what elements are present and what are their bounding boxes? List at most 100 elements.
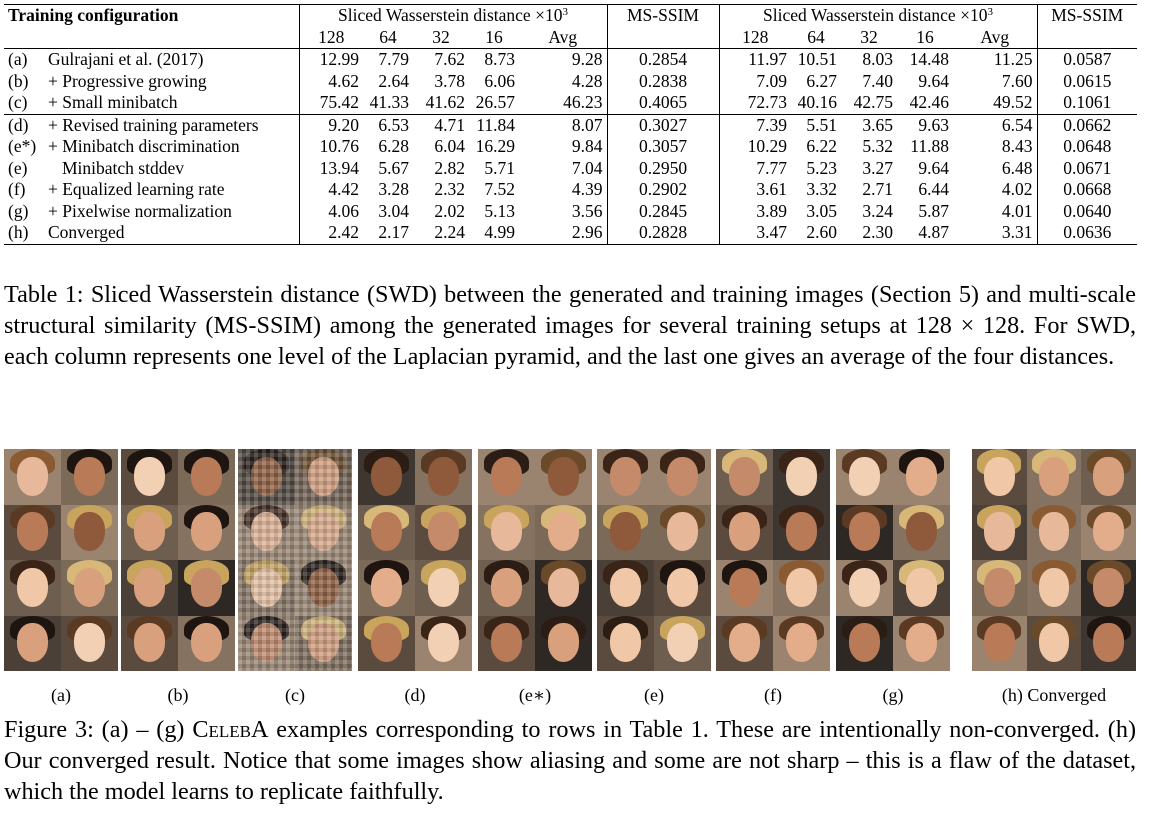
- face-head: [785, 512, 818, 552]
- face-head: [250, 623, 283, 663]
- value-cell: 6.28: [378, 136, 409, 156]
- value-cell: 72.73: [718, 92, 791, 115]
- value-cell: 46.23: [519, 92, 607, 115]
- config-name: + Progressive growing: [48, 70, 207, 91]
- face-head: [728, 567, 761, 607]
- value-cell: 7.77: [718, 157, 791, 179]
- value-cell: 7.04: [571, 157, 603, 178]
- value-cell: 8.07: [571, 114, 603, 135]
- value-cell: 6.27: [806, 70, 837, 91]
- value-cell: 9.84: [571, 136, 603, 156]
- face-sample-image: [295, 615, 352, 671]
- sample-grid-a: [4, 449, 118, 671]
- face-sample-image: [178, 615, 235, 671]
- msssim-header-2: MS-SSIM: [1036, 5, 1137, 27]
- config-cell: (d) + Revised training parameters: [4, 114, 299, 136]
- swd-header-2: Sliced Wasserstein distance ×103: [718, 5, 1037, 27]
- value-cell: 0.2950: [606, 157, 719, 179]
- sample-grid-g: [836, 449, 950, 671]
- value-cell: 3.56: [571, 200, 603, 221]
- value-cell: 3.28: [378, 179, 409, 199]
- value-cell: 4.99: [469, 222, 519, 245]
- value-cell: 14.48: [909, 49, 949, 69]
- value-cell: 0.3057: [606, 136, 719, 158]
- sample-grid-b: [121, 449, 235, 671]
- face-head: [190, 623, 223, 663]
- face-head: [609, 567, 642, 607]
- face-sample-image: [773, 560, 830, 616]
- face-sample-image: [295, 449, 352, 505]
- row-tag: (d): [8, 114, 29, 135]
- face-sample-image: [654, 449, 711, 505]
- table-header-row-1: Training configuration Sliced Wasserstei…: [4, 5, 1137, 27]
- value-cell: 11.25: [993, 49, 1033, 69]
- face-head: [905, 456, 938, 496]
- face-sample-image: [972, 504, 1027, 560]
- col-header: Avg: [519, 26, 607, 49]
- col-header: 32: [413, 26, 469, 49]
- value-cell: 5.32: [862, 136, 893, 156]
- face-head: [250, 456, 283, 496]
- value-cell: 5.13: [484, 200, 515, 221]
- value-cell: 10.76: [298, 136, 363, 158]
- face-head: [547, 512, 580, 552]
- subfigure-label: (b): [167, 685, 189, 705]
- face-head: [133, 456, 166, 496]
- value-cell: 10.51: [797, 49, 837, 69]
- value-cell: 2.71: [862, 179, 893, 199]
- value-cell: 11.88: [910, 136, 949, 156]
- face-sample-image: [773, 504, 830, 560]
- value-cell: 8.43: [1001, 136, 1033, 156]
- value-cell: 9.64: [918, 157, 949, 178]
- face-head: [16, 623, 49, 663]
- value-cell: 0.2845: [606, 200, 719, 222]
- value-cell: 42.46: [897, 92, 953, 115]
- config-name: Converged: [48, 222, 125, 242]
- face-head: [666, 512, 699, 552]
- value-cell: 3.32: [806, 179, 837, 199]
- value-cell: 7.09: [718, 70, 791, 92]
- value-cell: 6.48: [1001, 157, 1033, 178]
- subfigure-label: (h) Converged: [1001, 685, 1107, 705]
- value-cell: 3.61: [718, 179, 791, 201]
- face-head: [427, 623, 460, 663]
- table-row: (a) Gulrajani et al. (2017) 12.99 7.79 7.62 8…: [4, 48, 1137, 71]
- face-head: [728, 512, 761, 552]
- face-head: [307, 456, 340, 496]
- face-head: [370, 512, 403, 552]
- results-table: Training configuration Sliced Wasserstei…: [4, 4, 1137, 245]
- face-sample-image: [4, 504, 61, 560]
- value-cell: 2.42: [298, 222, 363, 245]
- config-name: Gulrajani et al. (2017): [48, 49, 204, 69]
- face-sample-image: [716, 560, 773, 616]
- value-cell: 0.0671: [1036, 157, 1137, 179]
- value-cell: 4.71: [434, 114, 465, 135]
- face-sample-image: [478, 615, 535, 671]
- face-sample-image: [4, 615, 61, 671]
- face-sample-image: [836, 560, 893, 616]
- config-name: + Minibatch discrimination: [48, 136, 240, 156]
- col-header: 128: [298, 26, 363, 49]
- col-header: Avg: [953, 26, 1037, 49]
- value-cell: 49.52: [953, 92, 1037, 115]
- value-cell: 2.64: [378, 70, 409, 91]
- value-cell: 3.47: [718, 222, 791, 245]
- value-cell: 4.87: [897, 222, 953, 245]
- value-cell: 3.24: [862, 200, 893, 221]
- subfigure-label: (d): [404, 685, 426, 705]
- face-sample-image: [535, 504, 592, 560]
- face-head: [16, 567, 49, 607]
- face-head: [1038, 456, 1070, 496]
- config-cell: (f) + Equalized learning rate: [4, 179, 299, 201]
- table-row: (h) Converged 2.42 2.17 2.24 4.99 2.96 0.2828 3.…: [4, 222, 1137, 245]
- face-sample-image: [972, 449, 1027, 505]
- table-row: (g) + Pixelwise normalization 4.06 3.04 2.02…: [4, 200, 1137, 222]
- face-hair: [300, 615, 347, 642]
- face-sample-image: [121, 449, 178, 505]
- face-head: [609, 512, 642, 552]
- value-cell: 9.28: [571, 49, 603, 69]
- face-head: [1093, 623, 1124, 663]
- face-sample-image: [415, 449, 472, 505]
- face-head: [16, 456, 49, 496]
